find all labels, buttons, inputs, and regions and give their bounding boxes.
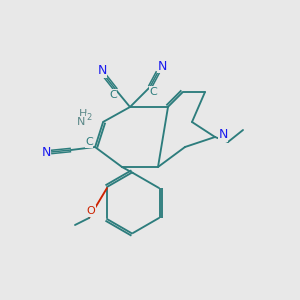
- Text: N: N: [41, 146, 51, 160]
- Text: H: H: [79, 109, 87, 119]
- Text: N: N: [218, 128, 228, 142]
- Text: O: O: [87, 206, 95, 216]
- Text: N: N: [77, 117, 85, 127]
- Text: C: C: [85, 137, 93, 147]
- Text: C: C: [149, 87, 157, 97]
- Text: N: N: [157, 59, 167, 73]
- Text: N: N: [97, 64, 107, 77]
- Text: 2: 2: [86, 113, 92, 122]
- Text: C: C: [109, 90, 117, 100]
